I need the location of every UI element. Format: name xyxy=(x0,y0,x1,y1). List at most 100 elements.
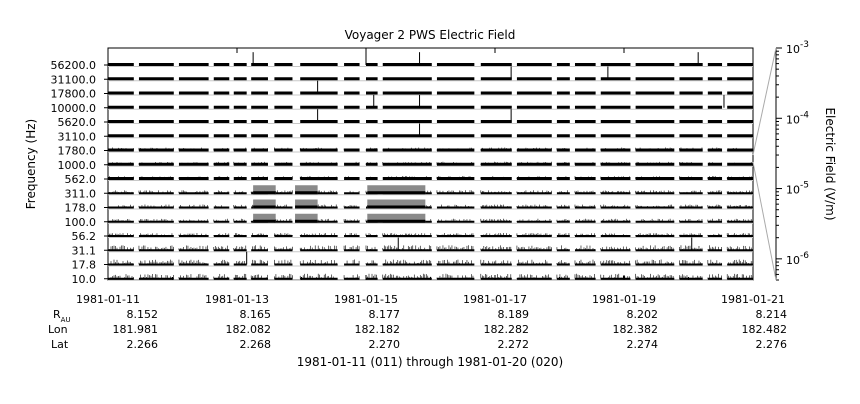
x-axis-ticks: 1981-01-11 1981-01-13 1981-01-15 1981-01-17… xyxy=(76,48,785,306)
channel-baseline xyxy=(480,277,512,280)
y-tick-label: 10.0 xyxy=(72,273,97,286)
channel-baseline xyxy=(556,77,570,81)
channel-baseline xyxy=(138,120,174,123)
channel-baseline xyxy=(436,63,475,66)
ephemeris-value-lon: 182.482 xyxy=(742,323,788,336)
channel-baseline xyxy=(556,148,570,152)
channel-baseline xyxy=(679,206,703,209)
channel-baseline xyxy=(436,249,475,252)
channel-baseline xyxy=(274,263,293,266)
channel-baseline xyxy=(233,220,247,223)
channel-baseline xyxy=(600,192,631,195)
colorbar-tick-label: 10-3 xyxy=(786,40,809,56)
channel-baseline xyxy=(366,134,378,138)
channel-baseline xyxy=(178,77,209,81)
channel-baseline xyxy=(274,192,293,195)
channel-baseline xyxy=(138,177,174,180)
channel-baseline xyxy=(366,120,378,123)
bright-band-base xyxy=(253,191,276,195)
channel-baseline xyxy=(233,192,247,195)
x-tick-label: 1981-01-11 xyxy=(76,293,140,306)
channel-baseline xyxy=(480,220,512,223)
channel-baseline xyxy=(213,235,230,237)
colorbar-connector-top xyxy=(752,47,777,156)
channel-baseline xyxy=(679,91,703,95)
channel-baseline xyxy=(344,105,360,109)
channel-baseline xyxy=(600,235,631,237)
y-tick-label: 100.0 xyxy=(65,216,97,229)
bright-band xyxy=(367,199,426,209)
ephemeris-value-lon: 182.282 xyxy=(484,323,530,336)
channel-baseline xyxy=(516,91,552,95)
channel-baseline xyxy=(213,105,230,109)
channel-baseline xyxy=(344,63,360,66)
channel-baseline xyxy=(233,249,247,252)
channel-baseline xyxy=(480,105,512,109)
ephemeris-value-lon: 181.981 xyxy=(113,323,159,336)
channel-baseline xyxy=(251,235,268,237)
channel-baseline xyxy=(480,192,512,195)
channel-baseline xyxy=(516,249,552,252)
ephemeris-value-r: 8.152 xyxy=(127,308,159,321)
channel-baseline xyxy=(556,177,570,180)
bright-band-base xyxy=(367,191,426,195)
ephemeris-value-lon: 182.182 xyxy=(355,323,401,336)
channel-baseline xyxy=(138,148,174,152)
channel-baseline xyxy=(516,277,552,280)
channel-baseline xyxy=(382,63,432,66)
channel-baseline xyxy=(516,206,552,209)
channel-baseline xyxy=(727,177,753,180)
channel-baseline xyxy=(480,263,512,266)
y-tick-label: 1780.0 xyxy=(58,145,97,158)
ephemeris-value-lon: 182.382 xyxy=(613,323,659,336)
r-label: RAU xyxy=(53,308,71,324)
channel-baseline xyxy=(108,220,134,223)
channel-baseline xyxy=(480,177,512,180)
colorbar-tick-base: 10 xyxy=(786,254,800,267)
channel-baseline xyxy=(108,91,134,95)
channel-baseline xyxy=(300,235,338,237)
channel-baseline xyxy=(300,120,338,123)
channel-baseline xyxy=(138,63,174,66)
channel-baseline xyxy=(727,162,753,166)
channel-baseline xyxy=(436,192,475,195)
channel-baseline xyxy=(480,148,512,152)
channel-baseline xyxy=(516,162,552,166)
y-tick-label: 562.0 xyxy=(65,173,97,186)
channel-baseline xyxy=(556,206,570,209)
channel-baseline xyxy=(516,105,552,109)
channel-baseline xyxy=(436,263,475,266)
channel-baseline xyxy=(635,206,675,209)
channel-baseline xyxy=(679,162,703,166)
channel-baseline xyxy=(251,77,268,81)
channel-baseline xyxy=(300,249,338,252)
bright-band-base xyxy=(367,219,426,223)
channel-baseline xyxy=(679,249,703,252)
bright-band-base xyxy=(295,219,318,223)
colorbar-tick-base: 10 xyxy=(786,43,800,56)
channel-baseline xyxy=(233,235,247,237)
channel-baseline xyxy=(382,77,432,81)
channel-baseline xyxy=(213,91,230,95)
channel-baseline xyxy=(382,134,432,138)
channel-baseline xyxy=(707,206,723,209)
channel-baseline xyxy=(251,63,268,66)
channel-baseline xyxy=(108,235,134,237)
channel-baseline xyxy=(556,120,570,123)
channel-baseline xyxy=(727,235,753,237)
channel-baseline xyxy=(300,220,338,223)
channel-baseline xyxy=(600,91,631,95)
channel-baseline xyxy=(600,63,631,66)
channel-baseline xyxy=(679,177,703,180)
channel-baseline xyxy=(138,105,174,109)
channel-baseline xyxy=(366,63,378,66)
channel-baseline xyxy=(707,77,723,81)
bright-band xyxy=(295,185,318,195)
channel-baseline xyxy=(108,134,134,138)
channel-baseline xyxy=(436,91,475,95)
channel-baseline xyxy=(635,134,675,138)
channel-baseline xyxy=(727,220,753,223)
bright-band-base xyxy=(253,219,276,223)
channel-baseline xyxy=(382,120,432,123)
